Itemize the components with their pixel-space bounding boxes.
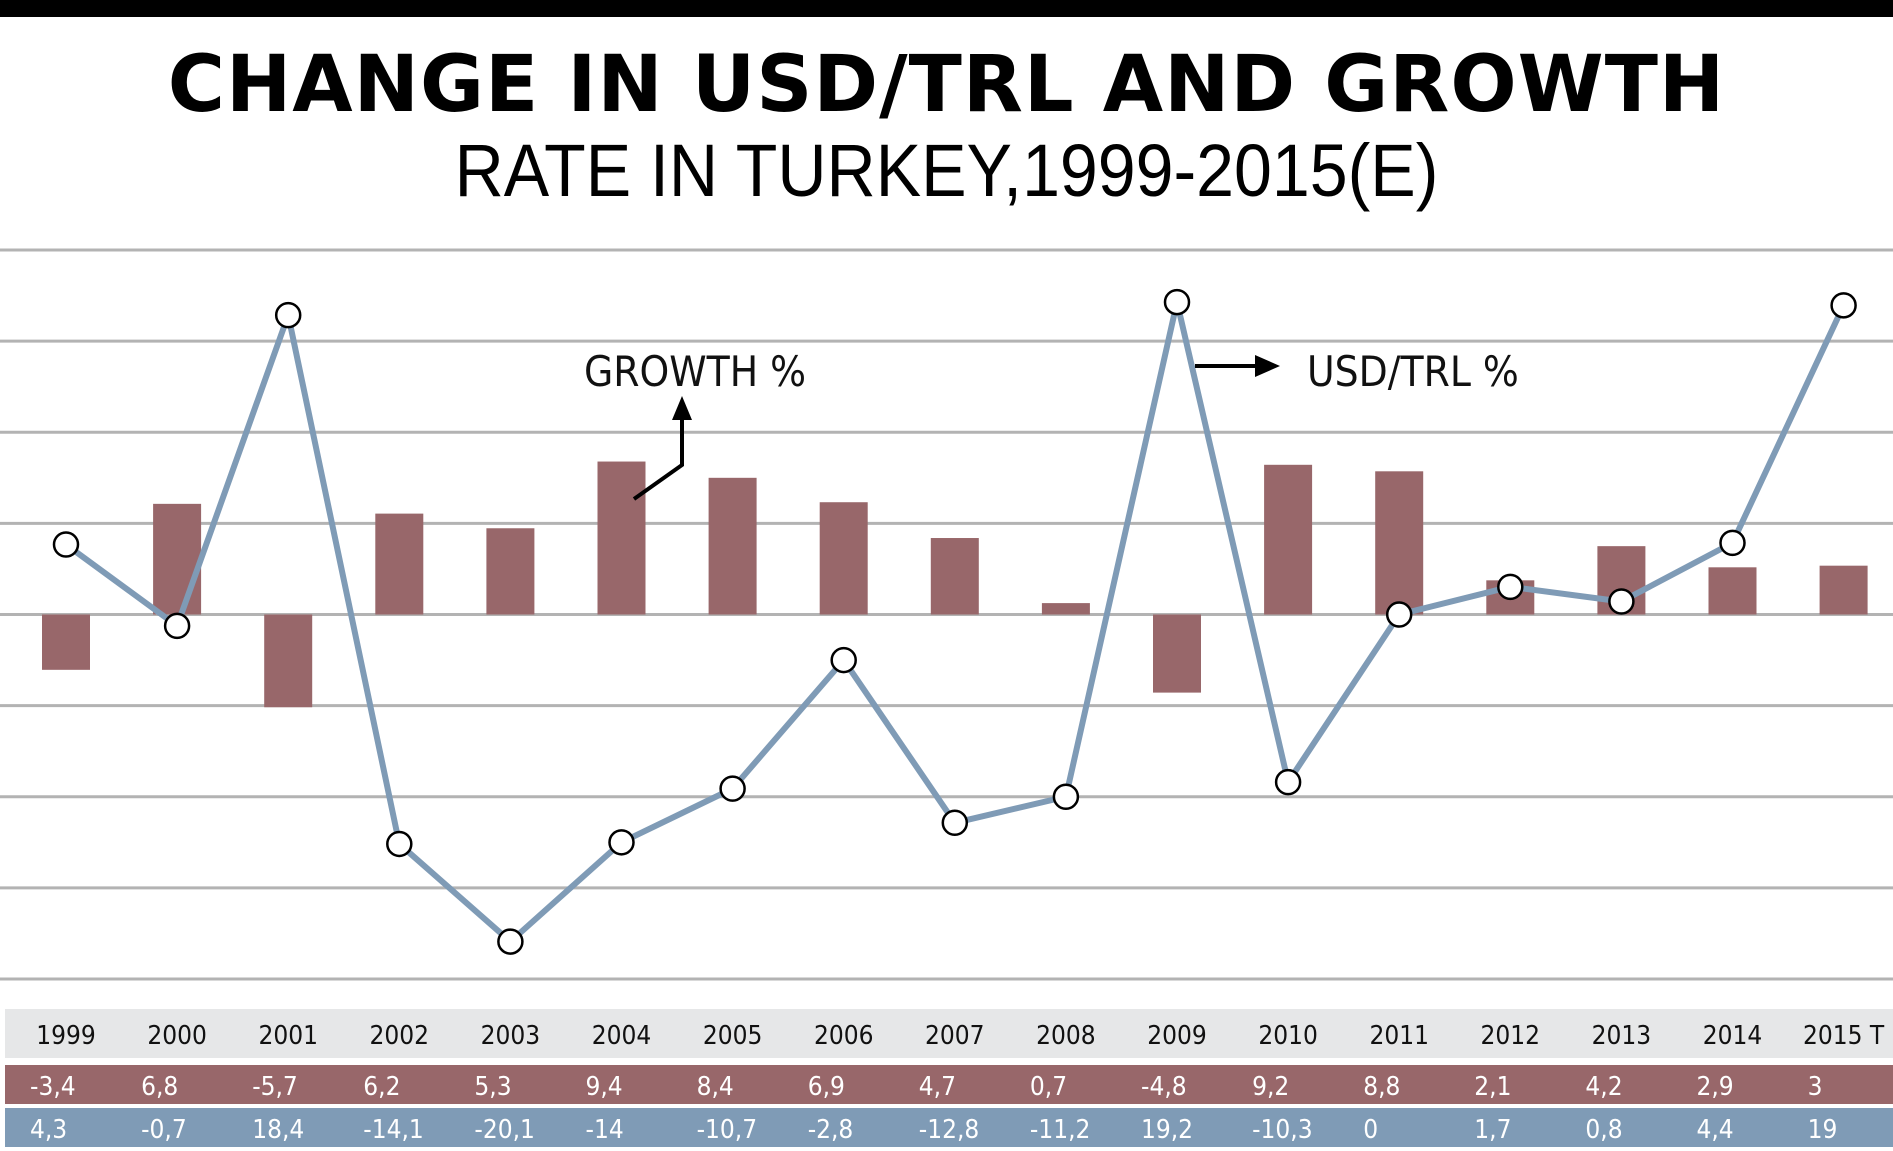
growth-bar xyxy=(42,614,90,670)
usdtrl-arrowhead xyxy=(1255,355,1280,377)
growth-bar xyxy=(819,502,868,615)
growth-value: 6,8 xyxy=(141,1072,178,1102)
usdtrl-value: 19,2 xyxy=(1141,1115,1193,1145)
usdtrl-point xyxy=(941,809,969,837)
usdtrl-point xyxy=(1385,601,1413,628)
usdtrl-point xyxy=(1274,768,1302,796)
year-label: 2011 xyxy=(1369,1021,1429,1051)
growth-value: -3,4 xyxy=(30,1072,76,1102)
table-header-row xyxy=(5,1009,1893,1058)
usdtrl-value: 1,7 xyxy=(1474,1115,1511,1145)
usdtrl-point xyxy=(1497,573,1524,601)
chart-title: CHANGE IN USD/TRL AND GROWTH xyxy=(167,40,1726,130)
year-label: 1999 xyxy=(36,1021,96,1051)
year-label: 2014 xyxy=(1703,1021,1763,1051)
usdtrl-point xyxy=(608,829,635,856)
year-label: 2012 xyxy=(1481,1021,1541,1051)
growth-bar xyxy=(486,528,535,615)
usdtrl-value: 19 xyxy=(1808,1115,1838,1145)
usdtrl-value: -0,7 xyxy=(141,1115,187,1145)
usdtrl-value: -10,7 xyxy=(697,1115,758,1145)
usdtrl-point xyxy=(1163,288,1191,316)
usdtrl-annotation: USD/TRL % xyxy=(1307,347,1519,396)
usdtrl-value: -2,8 xyxy=(808,1115,854,1145)
year-label: 2003 xyxy=(481,1021,541,1051)
usdtrl-point xyxy=(497,928,524,955)
growth-bar xyxy=(1041,603,1090,615)
usdtrl-point xyxy=(1719,529,1746,557)
year-label: 2001 xyxy=(258,1021,318,1051)
year-label: 2009 xyxy=(1147,1021,1207,1051)
year-label: 2015 T xyxy=(1803,1021,1885,1051)
year-label: 2008 xyxy=(1036,1021,1096,1051)
growth-value: 8,4 xyxy=(697,1072,734,1102)
growth-value: 6,2 xyxy=(363,1072,400,1102)
usdtrl-value: 18,4 xyxy=(252,1115,304,1145)
year-label: 2004 xyxy=(592,1021,652,1051)
growth-value: 9,4 xyxy=(586,1072,623,1102)
usdtrl-value: 0 xyxy=(1363,1115,1378,1145)
usdtrl-value: -10,3 xyxy=(1252,1115,1313,1145)
usdtrl-point xyxy=(386,830,413,858)
usdtrl-value: -11,2 xyxy=(1030,1115,1091,1145)
usdtrl-row xyxy=(5,1108,1893,1147)
year-label: 2000 xyxy=(147,1021,207,1051)
growth-bar xyxy=(1153,614,1201,693)
usdtrl-point xyxy=(719,775,746,802)
year-label: 2006 xyxy=(814,1021,874,1051)
growth-arrowhead xyxy=(672,396,692,420)
growth-bar xyxy=(153,503,202,615)
growth-value: 4,2 xyxy=(1585,1072,1622,1102)
usdtrl-value: 4,3 xyxy=(30,1115,67,1145)
usdtrl-point xyxy=(1052,783,1080,810)
growth-value: 0,7 xyxy=(1030,1072,1067,1102)
growth-value: 2,1 xyxy=(1474,1072,1511,1102)
chart-subtitle: RATE IN TURKEY,1999-2015(E) xyxy=(454,129,1439,212)
growth-bar xyxy=(1819,565,1868,615)
usdtrl-point xyxy=(163,612,191,640)
growth-value: -5,7 xyxy=(252,1072,298,1102)
growth-bar xyxy=(597,461,646,615)
growth-value: 2,9 xyxy=(1697,1072,1734,1102)
growth-bar xyxy=(1264,464,1313,615)
year-label: 2010 xyxy=(1258,1021,1318,1051)
growth-arrow xyxy=(632,402,684,501)
usdtrl-value: -14,1 xyxy=(363,1115,424,1145)
usdtrl-point xyxy=(274,301,302,329)
year-label: 2007 xyxy=(925,1021,985,1051)
growth-bar xyxy=(1375,471,1424,615)
usdtrl-value: -14 xyxy=(586,1115,624,1145)
growth-value: 8,8 xyxy=(1363,1072,1400,1102)
top-bar xyxy=(0,0,1893,17)
usdtrl-value: 4,4 xyxy=(1697,1115,1734,1145)
year-label: 2013 xyxy=(1592,1021,1652,1051)
usdtrl-point xyxy=(830,646,857,674)
growth-bar xyxy=(375,513,424,615)
year-label: 2005 xyxy=(703,1021,763,1051)
usdtrl-value: 0,8 xyxy=(1585,1115,1622,1145)
growth-bar xyxy=(930,538,979,615)
growth-value: 9,2 xyxy=(1252,1072,1289,1102)
growth-bar xyxy=(264,614,313,708)
growth-value: 3 xyxy=(1808,1072,1823,1102)
growth-annotation: GROWTH % xyxy=(584,347,806,396)
usdtrl-point xyxy=(52,531,80,558)
usdtrl-value: -12,8 xyxy=(919,1115,980,1145)
growth-row xyxy=(5,1065,1893,1104)
growth-value: 5,3 xyxy=(474,1072,511,1102)
usdtrl-value: -20,1 xyxy=(474,1115,535,1145)
growth-value: -4,8 xyxy=(1141,1072,1187,1102)
usdtrl-point xyxy=(1830,292,1857,319)
usdtrl-line xyxy=(64,299,1847,945)
year-label: 2002 xyxy=(370,1021,430,1051)
growth-value: 6,9 xyxy=(808,1072,845,1102)
usdtrl-point xyxy=(1608,588,1635,615)
growth-value: 4,7 xyxy=(919,1072,956,1102)
growth-bar xyxy=(1708,567,1757,615)
growth-bar xyxy=(708,477,757,615)
